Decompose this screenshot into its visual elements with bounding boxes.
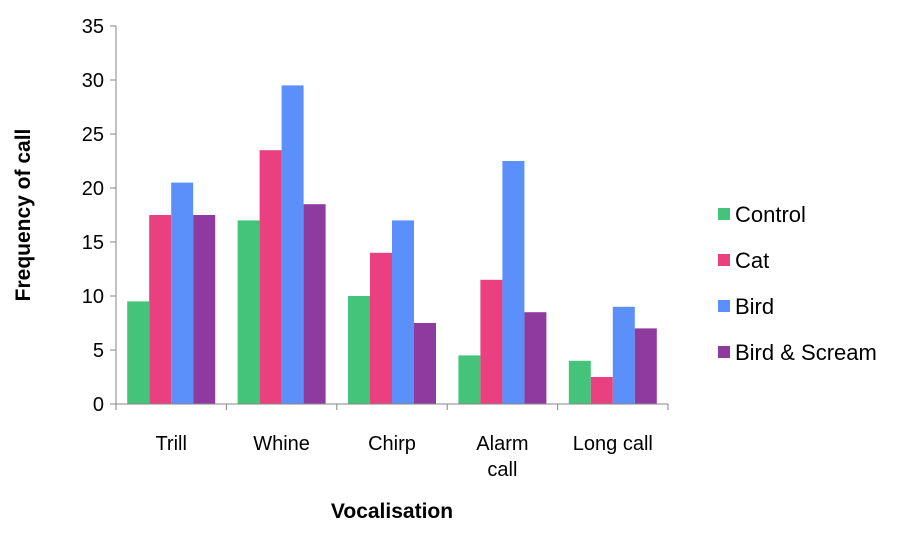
bar: [612, 306, 635, 404]
x-axis-title: Vocalisation: [331, 500, 453, 523]
legend-label: Control: [735, 202, 806, 227]
legend-swatch: [718, 300, 730, 312]
x-tick-label: Chirp: [368, 433, 416, 455]
x-tick-label-line: Whine: [253, 433, 310, 455]
bar: [392, 220, 414, 404]
bar: [458, 355, 481, 404]
bars: [127, 85, 657, 405]
x-tick-label-line: call: [487, 459, 517, 481]
bar: [370, 252, 392, 404]
bar: [634, 328, 657, 404]
legend: Control Cat Bird Bird & Scream: [718, 202, 877, 365]
y-axis-title: Frequency of call: [12, 129, 35, 302]
x-tick-label: Trill: [155, 433, 186, 455]
y-tick-label: 35: [82, 16, 104, 38]
bar: [590, 377, 613, 404]
x-tick-label-line: Long call: [573, 433, 653, 455]
y-tick-label: 5: [93, 340, 104, 362]
bar: [127, 301, 150, 404]
legend-swatch: [718, 254, 730, 266]
x-tick-label-line: Trill: [155, 433, 186, 455]
bar: [237, 220, 260, 404]
bar: [149, 215, 172, 404]
bar: [281, 85, 304, 405]
bar: [193, 215, 216, 404]
y-tick-label: 20: [82, 178, 104, 200]
legend-swatch: [718, 346, 730, 358]
bar: [480, 279, 503, 404]
y-tick-label: 10: [82, 286, 104, 308]
legend-label: Cat: [735, 248, 769, 273]
bar: [524, 312, 547, 404]
legend-label: Bird & Scream: [735, 340, 877, 365]
bar: [502, 161, 525, 404]
x-tick-label: Long call: [573, 433, 653, 455]
y-tick-label: 15: [82, 232, 104, 254]
x-axis: Trill Whine Chirp Alarm call Long call: [115, 403, 669, 481]
legend-label: Bird: [735, 294, 774, 319]
legend-swatch: [718, 208, 730, 220]
bar: [414, 323, 436, 404]
bar: [259, 150, 282, 404]
x-tick-label-line: Chirp: [368, 433, 416, 455]
x-tick-label: Whine: [253, 433, 310, 455]
bar: [348, 296, 370, 404]
bar: [303, 204, 326, 404]
y-tick-label: 25: [82, 124, 104, 146]
x-tick-label-line: Alarm: [476, 433, 528, 455]
bar: [568, 360, 591, 404]
y-axis: 0 5 10 15 20 25 30 35: [82, 16, 117, 416]
bar: [171, 182, 194, 404]
x-tick-label: Alarm call: [476, 433, 528, 481]
y-tick-label: 30: [82, 70, 104, 92]
y-tick-label: 0: [93, 394, 104, 416]
